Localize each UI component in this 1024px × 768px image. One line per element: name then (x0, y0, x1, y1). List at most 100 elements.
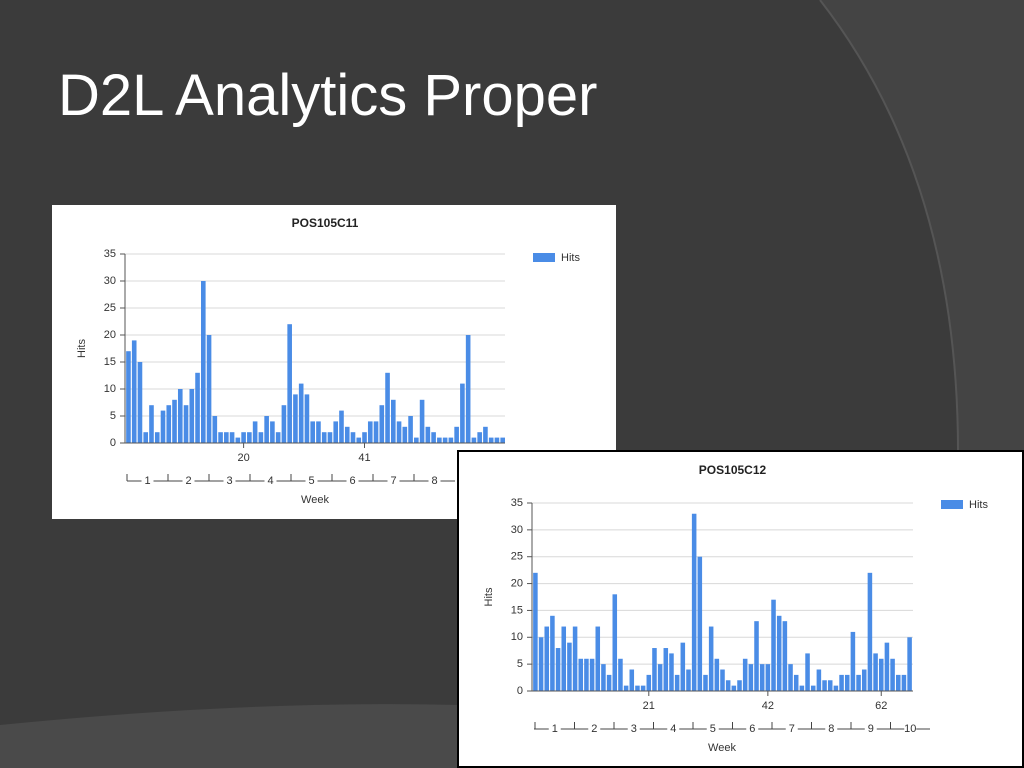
week-label: 9 (868, 723, 874, 735)
bar (241, 432, 246, 443)
bar (465, 335, 471, 443)
bar (287, 324, 292, 443)
legend-swatch (533, 253, 555, 262)
week-label-bg (627, 722, 640, 736)
week-label: 5 (710, 723, 716, 735)
bar (154, 432, 160, 443)
y-tick-label: 20 (511, 577, 523, 589)
bar (731, 685, 737, 691)
y-tick-label: 10 (511, 631, 523, 643)
week-label: 7 (390, 475, 396, 487)
bar (327, 432, 333, 443)
bar (680, 642, 686, 691)
bar (143, 432, 149, 443)
week-label-bg (904, 722, 917, 736)
bar (396, 421, 402, 443)
bar (195, 372, 200, 443)
y-tick-label: 25 (511, 551, 523, 563)
x-tick-label: 42 (762, 700, 774, 712)
week-label-bg (667, 722, 680, 736)
y-tick-label: 0 (517, 685, 523, 697)
bar (333, 421, 339, 443)
bar (229, 432, 235, 443)
bar (454, 426, 459, 443)
bar (488, 437, 494, 443)
bar (640, 685, 646, 691)
chart-title: POS105C12 (699, 463, 767, 477)
bar (298, 383, 304, 443)
bar (623, 685, 629, 691)
bar (629, 669, 635, 691)
bar (555, 648, 561, 691)
week-label: 6 (349, 475, 355, 487)
bar (442, 437, 448, 443)
week-label: 8 (828, 723, 834, 735)
bar (293, 394, 298, 443)
y-tick-label: 35 (511, 497, 523, 509)
bar (595, 626, 601, 691)
bar (657, 664, 663, 691)
bar (538, 637, 544, 691)
bar (561, 626, 567, 691)
bar (844, 674, 850, 691)
y-tick-label: 30 (104, 275, 116, 287)
y-tick-label: 30 (511, 524, 523, 536)
bar (218, 432, 223, 443)
bar (408, 416, 413, 443)
x-tick-label: 41 (358, 452, 370, 464)
bg-arc-edge (819, 0, 960, 461)
bar (264, 416, 269, 443)
bar (500, 437, 505, 443)
week-label-bg (746, 722, 759, 736)
bar (494, 437, 500, 443)
week-label-bg (141, 474, 154, 488)
week-label-bg (305, 474, 318, 488)
y-tick-label: 0 (110, 437, 116, 449)
bar (907, 637, 912, 691)
week-label-bg (706, 722, 719, 736)
bar (884, 642, 890, 691)
y-tick-label: 35 (104, 248, 116, 260)
bar (810, 685, 816, 691)
bar (833, 685, 839, 691)
bar (379, 405, 385, 443)
y-axis-label: Hits (76, 339, 88, 358)
bar (725, 680, 731, 691)
legend-label: Hits (969, 499, 988, 511)
chart-title: POS105C11 (292, 216, 359, 230)
bar (483, 426, 488, 443)
bar (258, 432, 264, 443)
bar (131, 340, 137, 443)
bar (344, 426, 350, 443)
bar (172, 399, 177, 443)
bar (850, 631, 856, 691)
week-label-bg (182, 474, 195, 488)
week-label-bg (785, 722, 798, 736)
week-label: 2 (185, 475, 191, 487)
week-label: 3 (226, 475, 232, 487)
bar (149, 405, 154, 443)
bar (224, 432, 229, 443)
bar (697, 556, 703, 691)
chart: POS105C12 0 5 10 15 20 25 30 35 Hits 21 42 62 1 2 3 4 5 6 7… (457, 450, 1024, 768)
y-tick-label: 10 (104, 383, 116, 395)
week-label-bg (864, 722, 877, 736)
bar (126, 351, 131, 443)
bar (339, 410, 344, 443)
bar (606, 674, 612, 691)
week-label-bg (588, 722, 601, 736)
bar (827, 680, 833, 691)
week-label: 6 (749, 723, 755, 735)
bar (601, 664, 606, 691)
bar (737, 680, 742, 691)
bar (771, 599, 776, 691)
bar (765, 664, 771, 691)
week-label: 3 (631, 723, 637, 735)
bar (674, 674, 680, 691)
week-label-bg (346, 474, 359, 488)
bar (856, 674, 861, 691)
week-label: 7 (789, 723, 795, 735)
legend-swatch (941, 500, 963, 509)
bar (890, 658, 895, 691)
y-tick-label: 20 (104, 329, 116, 341)
